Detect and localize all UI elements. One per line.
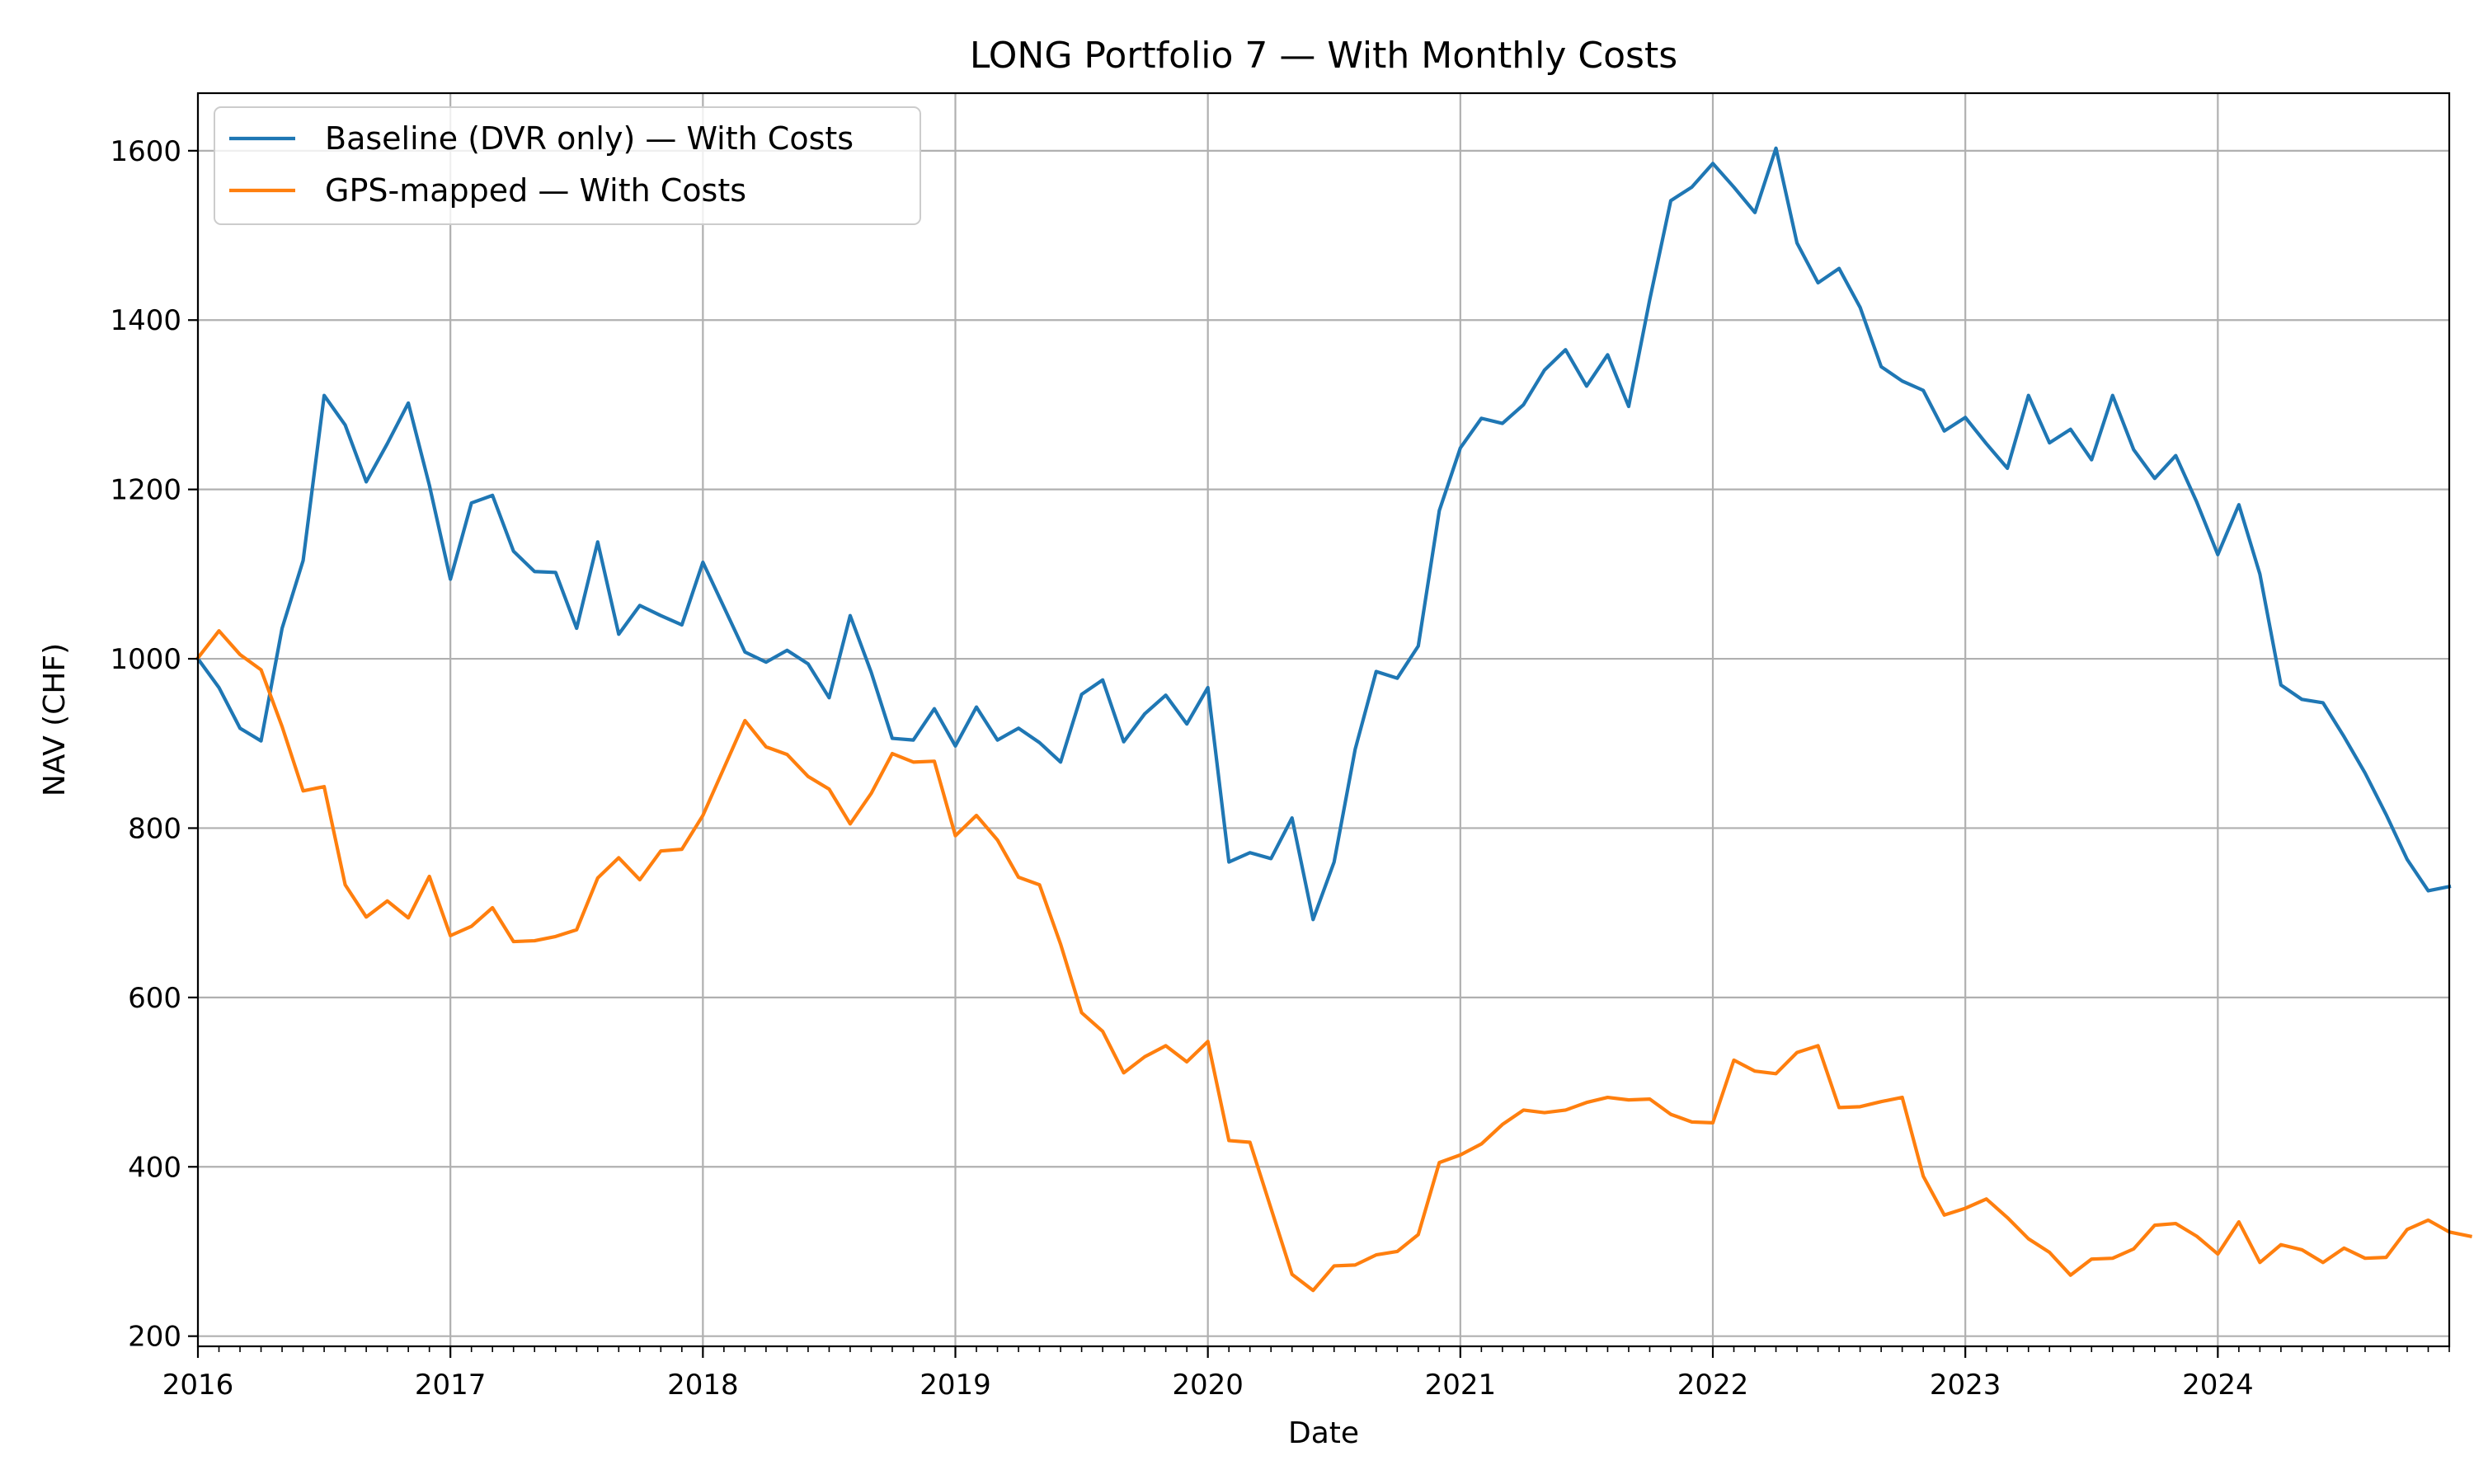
- legend-label: GPS-mapped — With Costs: [325, 172, 746, 209]
- x-tick-label: 2018: [667, 1369, 739, 1402]
- y-tick-label: 1000: [110, 643, 181, 676]
- ticks: 200 400 600 800 1000 1200 1400 1600 2016 2017 2018…: [110, 135, 2450, 1402]
- x-tick-label: 2019: [920, 1369, 991, 1402]
- x-tick-label: 2017: [415, 1369, 487, 1402]
- x-tick-label: 2016: [162, 1369, 234, 1402]
- series-line-1: [195, 146, 2452, 922]
- x-axis-label: Date: [1288, 1416, 1359, 1450]
- y-tick-label: 1600: [110, 135, 181, 168]
- series-lines: [195, 146, 2472, 1293]
- y-tick-label: 600: [128, 982, 181, 1015]
- y-tick-label: 1200: [110, 474, 181, 507]
- chart-title: LONG Portfolio 7 — With Monthly Costs: [970, 35, 1677, 77]
- x-tick-label: 2021: [1425, 1369, 1497, 1402]
- y-tick-label: 800: [128, 812, 181, 845]
- legend-box: [214, 106, 921, 225]
- legend: Baseline (DVR only) — With Costs GPS-mapp…: [214, 106, 921, 225]
- y-axis-label: NAV (CHF): [38, 643, 72, 796]
- x-tick-label: 2024: [2182, 1369, 2254, 1402]
- x-tick-label: 2023: [1930, 1369, 2001, 1402]
- series-line-2: [195, 629, 2472, 1293]
- y-tick-label: 400: [128, 1151, 181, 1184]
- x-tick-label: 2020: [1172, 1369, 1244, 1402]
- plot-frame: [196, 92, 2451, 1348]
- legend-label: Baseline (DVR only) — With Costs: [325, 120, 854, 157]
- y-tick-label: 1400: [110, 304, 181, 337]
- y-tick-label: 200: [128, 1321, 181, 1354]
- x-tick-label: 2022: [1677, 1369, 1749, 1402]
